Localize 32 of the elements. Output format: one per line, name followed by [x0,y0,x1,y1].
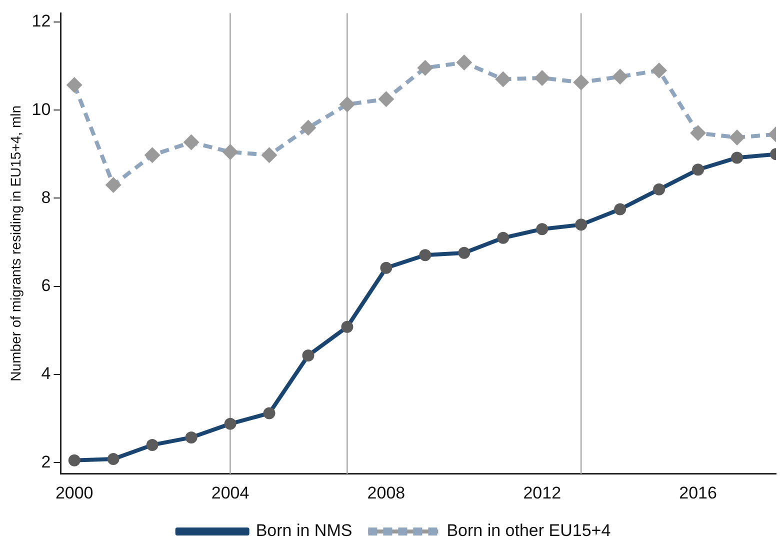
point [222,144,238,160]
y-tick-label: 10 [32,100,51,119]
x-tick-label: 2004 [211,483,250,502]
point [261,147,278,164]
y-tick-label: 2 [41,452,51,472]
point [66,77,82,94]
x-tick-label: 2012 [523,483,562,502]
x-tick-label: 2000 [55,483,94,502]
y-tick-label: 8 [41,188,51,207]
y-tick-label: 4 [41,364,51,384]
point [690,125,706,142]
point [612,68,628,85]
legend-label: Born in NMS [256,521,352,540]
point [300,120,316,136]
y-axis-title: Number of migrants residing in EU15+4, mln [7,105,24,382]
point [573,74,590,90]
point [339,96,356,112]
point [456,54,472,71]
point [183,134,200,150]
point [495,71,512,88]
point [144,147,160,164]
x-tick-label: 2016 [679,483,717,502]
point [729,129,746,146]
x-tick-label: 2008 [367,483,406,502]
point [651,62,668,78]
point [105,177,122,194]
point [378,91,394,108]
y-tick-label: 12 [32,12,51,31]
point [534,70,550,86]
legend-label: Born in other EU15+4 [446,521,611,540]
y-tick-label: 6 [41,276,51,296]
point [417,60,434,76]
